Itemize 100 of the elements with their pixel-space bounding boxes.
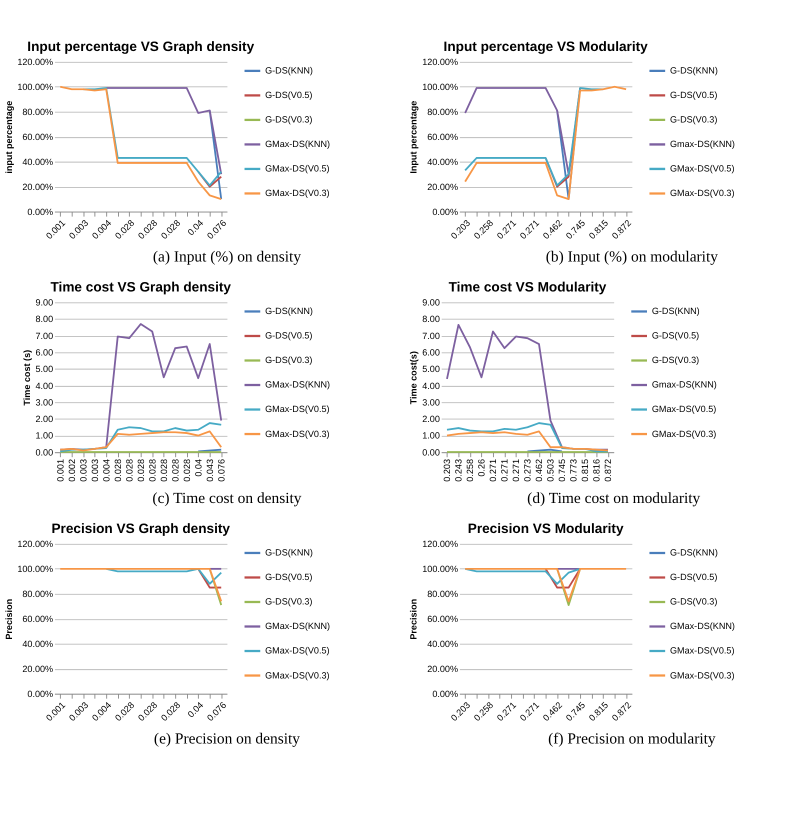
line-series: [464, 87, 570, 176]
legend-label: GMax-DS(V0.3): [652, 428, 716, 439]
y-axis-title: Time cost(s): [408, 351, 419, 404]
y-tick-label: 9.00: [35, 298, 54, 308]
y-tick-label: 60.00%: [427, 614, 458, 624]
legend-label: GMax-DS(KNN): [265, 621, 330, 632]
y-tick-label: 100.00%: [17, 82, 54, 92]
y-tick-label: 0.00: [35, 447, 54, 458]
x-tick-label: 0.028: [124, 459, 134, 482]
legend-label: GMax-DS(V0.3): [265, 188, 330, 198]
x-tick-label: 0.076: [216, 459, 226, 482]
x-tick-label: 0.028: [136, 459, 146, 482]
y-tick-label: 120.00%: [422, 539, 458, 550]
x-tick-label: 0.26: [476, 459, 487, 477]
legend-label: G-DS(V0.3): [670, 596, 718, 607]
chart-title: Time cost VS Modularity: [448, 280, 607, 295]
x-tick-label: 0.028: [112, 459, 123, 482]
x-tick-label: 0.003: [78, 459, 88, 482]
legend-label: GMax-DS(V0.3): [265, 428, 330, 439]
y-tick-label: 9.00: [422, 298, 440, 308]
x-tick-label: 0.028: [147, 459, 158, 482]
y-tick-label: 3.00: [422, 397, 440, 408]
x-tick-label: 0.243: [454, 459, 464, 482]
line-series: [105, 87, 222, 176]
x-tick-label: 0.203: [442, 459, 452, 482]
legend-label: G-DS(V0.5): [265, 572, 312, 582]
legend-label: GMax-DS(V0.5): [265, 404, 330, 414]
y-tick-label: 7.00: [35, 330, 54, 341]
x-tick-label: 0.462: [534, 459, 544, 482]
chart-title: Input percentage VS Graph density: [27, 38, 255, 54]
y-tick-label: 4.00: [35, 380, 54, 391]
text: (b) Input (%) on modularity: [546, 248, 718, 266]
y-tick-label: 5.00: [422, 364, 440, 374]
x-tick-label: 0.503: [546, 459, 556, 482]
y-tick-label: 40.00%: [427, 156, 458, 167]
y-tick-label: 4.00: [422, 380, 440, 391]
y-tick-label: 40.00%: [22, 156, 54, 167]
line-series: [59, 430, 222, 452]
text: (e) Precision on density: [154, 730, 300, 748]
legend-label: Gmax-DS(KNN): [652, 380, 717, 390]
y-tick-label: 20.00%: [22, 182, 54, 192]
legend-label: GMax-DS(V0.5): [265, 646, 330, 656]
y-tick-label: 100.00%: [422, 82, 458, 92]
legend-label: G-DS(KNN): [652, 306, 700, 316]
legend-label: G-DS(V0.5): [265, 90, 312, 100]
legend-label: GMax-DS(V0.5): [652, 404, 716, 414]
legend-label: GMax-DS(KNN): [670, 621, 735, 632]
legend-label: G-DS(V0.3): [670, 114, 718, 125]
y-tick-label: 100.00%: [422, 564, 458, 574]
y-tick-label: 100.00%: [17, 564, 54, 574]
y-tick-label: 8.00: [35, 314, 54, 324]
x-tick-label: 0.258: [465, 459, 476, 482]
y-tick-label: 0.00%: [432, 206, 458, 217]
chart-title: Precision VS Graph density: [51, 520, 230, 536]
legend-label: G-DS(KNN): [670, 66, 718, 76]
y-tick-label: 80.00%: [427, 106, 458, 117]
line-series: [446, 422, 609, 452]
legend-label: GMax-DS(V0.3): [670, 670, 734, 680]
line-series: [446, 430, 609, 452]
y-tick-label: 80.00%: [22, 106, 54, 117]
x-tick-label: 0.028: [170, 459, 180, 482]
text: (f) Precision on modularity: [548, 730, 716, 748]
chart-title: Input percentage VS Modularity: [444, 38, 648, 54]
y-tick-label: 0.00%: [27, 206, 54, 217]
legend-label: GMax-DS(KNN): [265, 380, 330, 390]
y-tick-label: 80.00%: [22, 589, 54, 599]
chart-title: Time cost VS Graph density: [50, 280, 232, 295]
y-axis-title: input percentage: [4, 100, 14, 174]
y-tick-label: 6.00: [422, 348, 440, 358]
y-tick-label: 120.00%: [422, 56, 458, 67]
y-tick-label: 7.00: [422, 330, 440, 341]
x-tick-label: 0.04: [193, 459, 204, 477]
legend-label: G-DS(V0.5): [670, 90, 718, 100]
y-tick-label: 6.00: [35, 348, 54, 358]
x-tick-label: 0.271: [511, 459, 522, 482]
y-axis-title: Input percentage: [408, 100, 419, 174]
x-tick-label: 0.028: [158, 459, 169, 482]
y-tick-label: 60.00%: [427, 132, 458, 142]
legend-label: GMax-DS(V0.3): [265, 670, 330, 680]
y-tick-label: 1.00: [422, 430, 440, 441]
y-tick-label: 3.00: [35, 397, 54, 408]
y-axis-title: Time cost (s): [22, 350, 32, 406]
legend-label: G-DS(KNN): [265, 548, 313, 558]
legend-label: GMax-DS(V0.3): [670, 188, 734, 198]
legend-label: G-DS(V0.3): [265, 114, 312, 125]
y-tick-label: 0.00%: [432, 688, 458, 699]
y-tick-label: 0.00: [422, 447, 440, 458]
legend-label: G-DS(KNN): [265, 66, 313, 76]
legend-label: G-DS(KNN): [670, 548, 718, 558]
y-tick-label: 80.00%: [427, 589, 458, 599]
y-tick-label: 2.00: [35, 414, 54, 424]
text: (d) Time cost on modularity: [527, 490, 701, 508]
y-tick-label: 20.00%: [427, 664, 458, 674]
legend-label: G-DS(V0.5): [670, 572, 718, 582]
legend-label: G-DS(V0.5): [652, 330, 700, 341]
y-tick-label: 20.00%: [427, 182, 458, 192]
x-tick-label: 0.002: [66, 459, 77, 482]
x-tick-label: 0.271: [500, 459, 510, 482]
legend-label: G-DS(V0.3): [265, 596, 312, 607]
y-tick-label: 20.00%: [22, 664, 54, 674]
